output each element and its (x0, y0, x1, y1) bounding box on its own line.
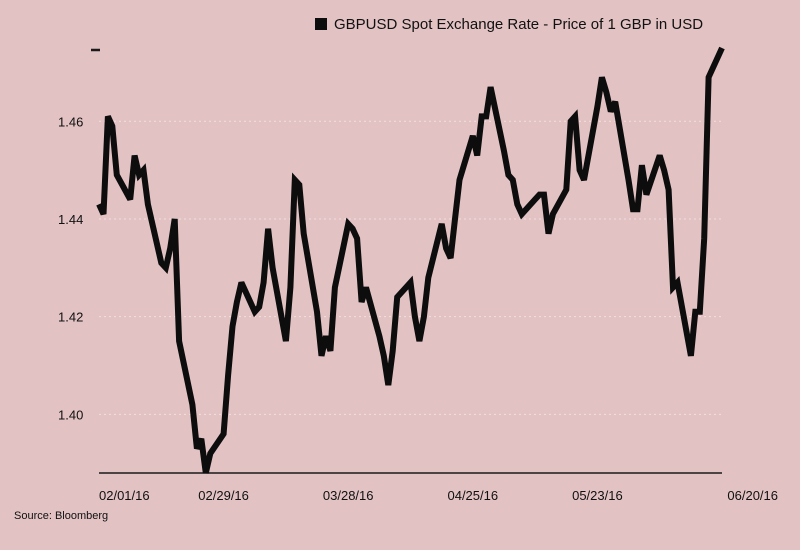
y-axis-tick-labels: 1.40 1.42 1.44 1.46 (58, 114, 83, 422)
x-tick-label: 03/28/16 (323, 488, 374, 503)
x-tick-label: 02/01/16 (99, 488, 150, 503)
legend-swatch (315, 18, 327, 30)
legend-label: GBPUSD Spot Exchange Rate - Price of 1 G… (334, 15, 704, 33)
y-tick-label: 1.46 (58, 114, 83, 129)
y-tick-label: 1.42 (58, 310, 83, 325)
x-tick-label: 05/23/16 (572, 488, 623, 503)
legend: GBPUSD Spot Exchange Rate - Price of 1 G… (315, 13, 703, 35)
x-tick-label: 02/29/16 (198, 488, 249, 503)
source-note: Source: Bloomberg (14, 510, 109, 522)
x-tick-label: 06/20/16 (727, 488, 778, 503)
series-line-gbpusd (96, 46, 725, 474)
grid-lines (99, 120, 722, 415)
x-tick-label: 04/25/16 (447, 488, 498, 503)
x-axis-tick-labels: 02/01/16 02/29/16 03/28/16 04/25/16 05/23/16… (99, 488, 778, 503)
y-tick-label: 1.40 (58, 407, 83, 422)
y-tick-label: 1.44 (58, 212, 83, 227)
